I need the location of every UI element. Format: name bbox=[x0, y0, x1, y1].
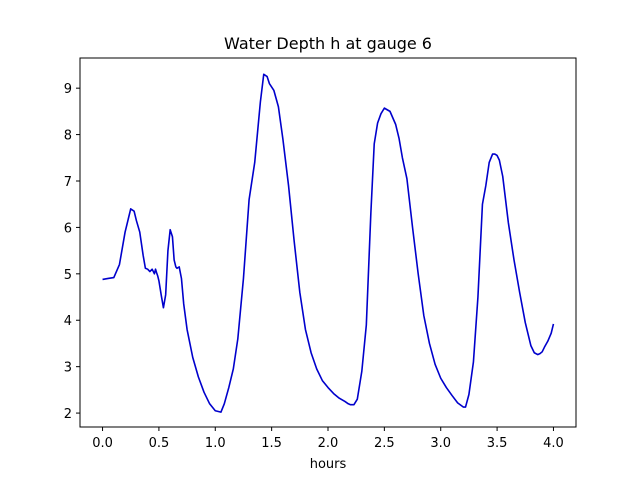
y-tick-label: 8 bbox=[64, 129, 72, 144]
x-axis: 0.0 0.5 1.0 1.5 2.0 2.5 3.0 3.5 4.0 bbox=[92, 427, 564, 451]
x-tick-label: 2.5 bbox=[374, 436, 395, 451]
x-tick-label: 3.0 bbox=[430, 436, 451, 451]
y-tick-label: 4 bbox=[64, 314, 72, 329]
x-tick-label: 3.5 bbox=[487, 436, 508, 451]
y-tick-label: 7 bbox=[64, 175, 72, 190]
y-tick-label: 3 bbox=[64, 361, 72, 376]
y-tick-label: 6 bbox=[64, 221, 72, 236]
series-line-0 bbox=[102, 73, 555, 413]
chart-title: Water Depth h at gauge 6 bbox=[224, 34, 432, 53]
plot-frame bbox=[79, 57, 577, 428]
y-tick-label: 5 bbox=[64, 268, 72, 283]
x-axis-label: hours bbox=[310, 457, 347, 472]
x-tick-label: 2.0 bbox=[318, 436, 339, 451]
x-tick-label: 1.0 bbox=[205, 436, 226, 451]
plot-area bbox=[102, 73, 555, 413]
y-tick-label: 9 bbox=[64, 82, 72, 97]
x-tick-label: 4.0 bbox=[543, 436, 564, 451]
x-tick-label: 0.0 bbox=[92, 436, 113, 451]
x-tick-label: 1.5 bbox=[261, 436, 282, 451]
x-tick-label: 0.5 bbox=[149, 436, 170, 451]
y-axis: 2 3 4 5 6 7 8 9 bbox=[64, 82, 80, 422]
y-tick-label: 2 bbox=[64, 407, 72, 422]
